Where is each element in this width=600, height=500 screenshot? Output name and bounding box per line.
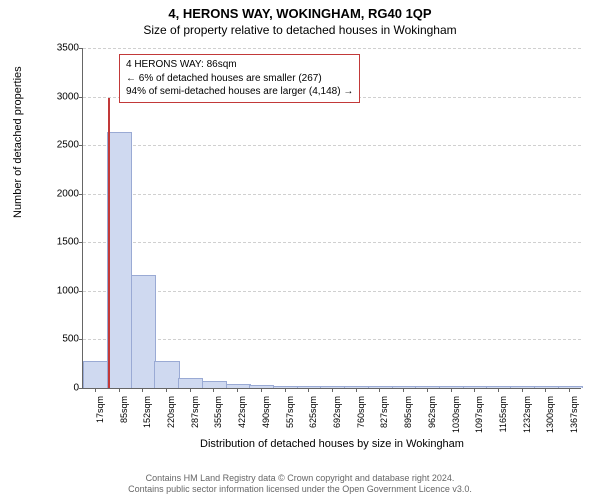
ytick-mark	[79, 242, 83, 243]
xtick-mark	[285, 388, 286, 392]
ytick-label: 1500	[39, 237, 79, 248]
info-line-1: 4 HERONS WAY: 86sqm	[126, 58, 353, 72]
xtick-label: 422sqm	[237, 396, 247, 446]
ytick-label: 0	[39, 383, 79, 394]
histogram-bar	[154, 361, 179, 388]
info-box: 4 HERONS WAY: 86sqm ← 6% of detached hou…	[119, 54, 360, 103]
xtick-label: 895sqm	[403, 396, 413, 446]
xtick-mark	[332, 388, 333, 392]
plot-area: 4 HERONS WAY: 86sqm ← 6% of detached hou…	[82, 48, 581, 389]
xtick-mark	[237, 388, 238, 392]
xtick-label: 17sqm	[95, 396, 105, 446]
ytick-label: 3500	[39, 43, 79, 54]
xtick-mark	[95, 388, 96, 392]
xtick-label: 760sqm	[356, 396, 366, 446]
histogram-bar	[415, 386, 440, 388]
gridline	[83, 194, 581, 195]
xtick-mark	[356, 388, 357, 392]
gridline	[83, 242, 581, 243]
footer-attribution: Contains HM Land Registry data © Crown c…	[0, 473, 600, 496]
xtick-mark	[427, 388, 428, 392]
histogram-bar	[131, 275, 156, 388]
xtick-label: 557sqm	[285, 396, 295, 446]
histogram-chart: Number of detached properties 4 HERONS W…	[60, 48, 580, 428]
xtick-label: 692sqm	[332, 396, 342, 446]
histogram-bar	[178, 378, 203, 388]
ytick-mark	[79, 48, 83, 49]
xtick-label: 1367sqm	[569, 396, 579, 446]
xtick-label: 287sqm	[190, 396, 200, 446]
footer-line-2: Contains public sector information licen…	[0, 484, 600, 496]
xtick-label: 220sqm	[166, 396, 176, 446]
xtick-mark	[379, 388, 380, 392]
ytick-mark	[79, 145, 83, 146]
xtick-label: 1232sqm	[522, 396, 532, 446]
histogram-bar	[202, 381, 227, 388]
xtick-mark	[261, 388, 262, 392]
ytick-mark	[79, 97, 83, 98]
xtick-mark	[119, 388, 120, 392]
xtick-mark	[569, 388, 570, 392]
histogram-bar	[344, 386, 369, 388]
ytick-mark	[79, 388, 83, 389]
xtick-label: 1300sqm	[545, 396, 555, 446]
property-marker-line	[108, 98, 110, 388]
y-axis-label: Number of detached properties	[12, 66, 24, 218]
histogram-bar	[83, 361, 108, 388]
gridline	[83, 291, 581, 292]
xtick-mark	[545, 388, 546, 392]
xtick-mark	[474, 388, 475, 392]
info-line-3: 94% of semi-detached houses are larger (…	[126, 85, 353, 99]
xtick-mark	[451, 388, 452, 392]
xtick-mark	[166, 388, 167, 392]
xtick-label: 1165sqm	[498, 396, 508, 446]
xtick-label: 152sqm	[142, 396, 152, 446]
gridline	[83, 339, 581, 340]
xtick-mark	[190, 388, 191, 392]
ytick-label: 2000	[39, 188, 79, 199]
xtick-label: 625sqm	[308, 396, 318, 446]
xtick-mark	[213, 388, 214, 392]
xtick-mark	[142, 388, 143, 392]
gridline	[83, 145, 581, 146]
xtick-label: 1030sqm	[451, 396, 461, 446]
histogram-bar	[249, 385, 274, 388]
xtick-mark	[403, 388, 404, 392]
xtick-mark	[308, 388, 309, 392]
ytick-label: 2500	[39, 140, 79, 151]
xtick-label: 85sqm	[119, 396, 129, 446]
ytick-label: 3000	[39, 91, 79, 102]
page-title: 4, HERONS WAY, WOKINGHAM, RG40 1QP	[0, 0, 600, 21]
ytick-label: 1000	[39, 285, 79, 296]
histogram-bar	[107, 132, 132, 388]
ytick-mark	[79, 291, 83, 292]
xtick-label: 355sqm	[213, 396, 223, 446]
ytick-mark	[79, 339, 83, 340]
ytick-label: 500	[39, 334, 79, 345]
ytick-mark	[79, 194, 83, 195]
xtick-mark	[498, 388, 499, 392]
xtick-label: 962sqm	[427, 396, 437, 446]
xtick-label: 490sqm	[261, 396, 271, 446]
gridline	[83, 48, 581, 49]
info-line-2: ← 6% of detached houses are smaller (267…	[126, 72, 353, 86]
page-subtitle: Size of property relative to detached ho…	[0, 21, 600, 41]
xtick-label: 827sqm	[379, 396, 389, 446]
footer-line-1: Contains HM Land Registry data © Crown c…	[0, 473, 600, 485]
histogram-bar	[510, 386, 535, 388]
xtick-label: 1097sqm	[474, 396, 484, 446]
xtick-mark	[522, 388, 523, 392]
